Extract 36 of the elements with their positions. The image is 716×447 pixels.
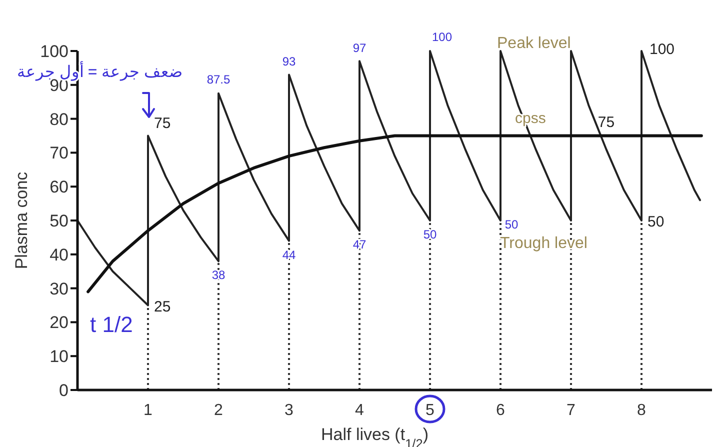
annotation: 25 [154, 298, 171, 316]
x-tick-label: 7 [566, 402, 576, 419]
x-tick-label: 4 [355, 402, 364, 419]
annotation: 50 [504, 218, 518, 232]
y-tick-label: 60 [50, 178, 68, 197]
annotation: 44 [282, 248, 296, 262]
y-tick-label: 0 [59, 381, 68, 400]
annotation: 50 [648, 214, 664, 230]
annotation: Trough level [500, 235, 588, 252]
annotation: 87.5 [206, 72, 230, 86]
y-tick-label: 100 [40, 42, 68, 61]
y-tick-label: 80 [50, 110, 68, 129]
annotation: 50 [423, 228, 437, 242]
x-tick-label: 3 [284, 402, 294, 419]
y-tick-label: 70 [50, 144, 68, 163]
annotation: 75 [598, 114, 615, 131]
annotation: 38 [212, 268, 226, 282]
annotation: 100 [650, 41, 675, 58]
annotation: 93 [282, 54, 296, 69]
y-tick-label: 40 [50, 245, 68, 264]
y-tick-label: 10 [50, 347, 68, 366]
x-tick-label: 5 [426, 402, 435, 419]
annotation: 75 [154, 114, 171, 132]
y-tick-label: 50 [50, 212, 68, 230]
annotation: Peak level [497, 35, 571, 52]
annotation: 100 [432, 30, 452, 44]
x-tick-label: 2 [214, 402, 224, 419]
x-tick-label: 1 [144, 402, 153, 419]
annotation: t 1/2 [90, 312, 133, 337]
y-axis-title: Plasma conc [12, 171, 31, 270]
y-tick-label: 30 [50, 279, 68, 298]
x-tick-label: 6 [496, 402, 506, 419]
annotation: 47 [352, 238, 366, 252]
y-tick-label: 20 [50, 313, 68, 332]
x-tick-label: 8 [637, 402, 646, 419]
annotation: 97 [352, 41, 366, 56]
